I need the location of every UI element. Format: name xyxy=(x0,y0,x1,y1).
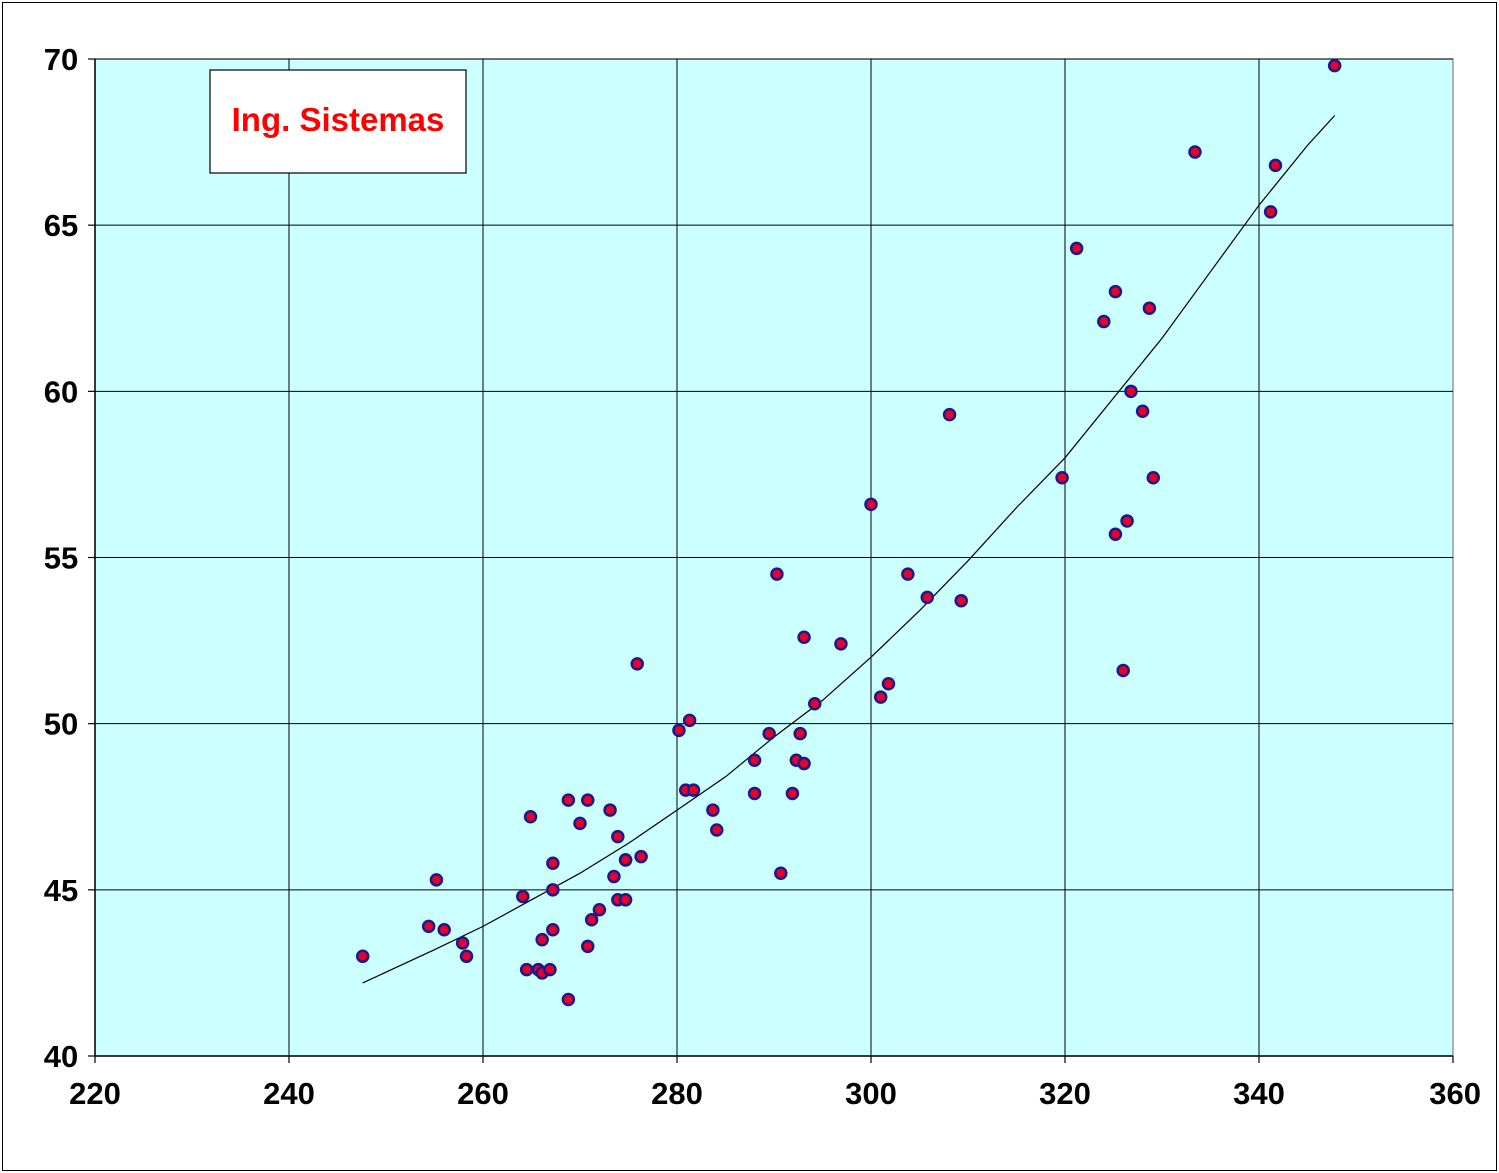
data-point xyxy=(1135,404,1150,419)
data-point xyxy=(1124,384,1138,399)
data-point xyxy=(561,992,576,1007)
label-box-frame xyxy=(209,69,467,174)
data-point xyxy=(747,786,762,801)
data-point xyxy=(774,866,788,880)
data-point xyxy=(355,949,370,964)
data-point xyxy=(686,783,701,797)
x-tick-label: 240 xyxy=(263,1076,315,1111)
data-point xyxy=(519,962,534,977)
x-tick-label: 340 xyxy=(1233,1076,1285,1111)
data-point xyxy=(1055,470,1069,485)
data-point xyxy=(535,932,549,947)
scatter-chart: 220 240 260 280 300 320 340 360 40 45 50 55 60 65 70 I… xyxy=(44,42,1481,1111)
data-point xyxy=(421,919,436,934)
data-point xyxy=(546,922,560,937)
data-point xyxy=(954,593,968,608)
data-point xyxy=(706,803,720,817)
data-point xyxy=(942,407,957,422)
x-tick-label: 280 xyxy=(651,1076,703,1111)
y-tick-label: 60 xyxy=(44,374,78,409)
data-point xyxy=(592,903,607,917)
data-point xyxy=(581,793,595,807)
data-point xyxy=(682,713,697,728)
data-point xyxy=(618,853,633,867)
data-point xyxy=(1116,663,1130,678)
chart-label-box: Ing. Sistemas xyxy=(209,69,467,174)
data-point xyxy=(437,922,451,937)
data-point xyxy=(1146,470,1161,485)
data-point xyxy=(864,497,878,512)
label-box-text: Ing. Sistemas xyxy=(232,101,445,138)
data-point xyxy=(561,793,576,807)
y-tick-label: 65 xyxy=(44,208,78,243)
data-point xyxy=(573,816,587,831)
data-point xyxy=(455,936,470,950)
data-point xyxy=(1108,527,1123,541)
data-point xyxy=(1263,205,1278,219)
y-tick-label: 40 xyxy=(44,1039,78,1074)
data-point xyxy=(611,829,625,844)
data-point xyxy=(429,873,444,887)
data-point xyxy=(1108,284,1123,299)
data-point xyxy=(770,567,784,581)
data-point xyxy=(459,949,474,964)
data-point xyxy=(793,726,807,741)
data-point xyxy=(710,823,724,837)
data-point xyxy=(873,690,888,704)
data-point xyxy=(584,912,599,927)
data-point xyxy=(607,869,621,884)
data-point xyxy=(1069,241,1084,256)
data-point xyxy=(581,939,595,954)
data-point xyxy=(546,856,560,870)
y-tick-label: 70 xyxy=(44,42,78,77)
data-point xyxy=(901,567,915,581)
data-point xyxy=(762,726,776,741)
data-point xyxy=(634,849,648,864)
data-point xyxy=(672,723,686,738)
data-point xyxy=(546,883,560,897)
data-point xyxy=(747,753,762,767)
data-point xyxy=(516,889,530,904)
x-tick-label: 320 xyxy=(1039,1076,1091,1111)
data-point xyxy=(1097,314,1111,329)
data-point xyxy=(603,803,617,817)
data-point xyxy=(807,696,822,711)
x-tick-label: 260 xyxy=(457,1076,509,1111)
data-point xyxy=(1142,301,1157,315)
x-tick-label: 360 xyxy=(1429,1076,1481,1111)
data-point xyxy=(523,809,538,824)
data-point xyxy=(1120,514,1134,528)
data-point xyxy=(785,786,800,801)
data-point xyxy=(920,590,935,605)
data-point xyxy=(1327,58,1342,73)
data-point xyxy=(1268,158,1283,173)
y-tick-label: 50 xyxy=(44,707,78,742)
data-point xyxy=(834,637,848,651)
data-point xyxy=(797,630,811,645)
data-point xyxy=(630,657,644,671)
y-tick-label: 55 xyxy=(44,541,78,576)
data-point xyxy=(618,893,633,907)
data-point xyxy=(1188,145,1202,159)
data-point xyxy=(881,677,896,691)
y-tick-label: 45 xyxy=(44,873,78,908)
data-point xyxy=(797,756,811,771)
data-point xyxy=(543,962,557,977)
x-tick-label: 220 xyxy=(69,1076,121,1111)
x-tick-label: 300 xyxy=(845,1076,897,1111)
